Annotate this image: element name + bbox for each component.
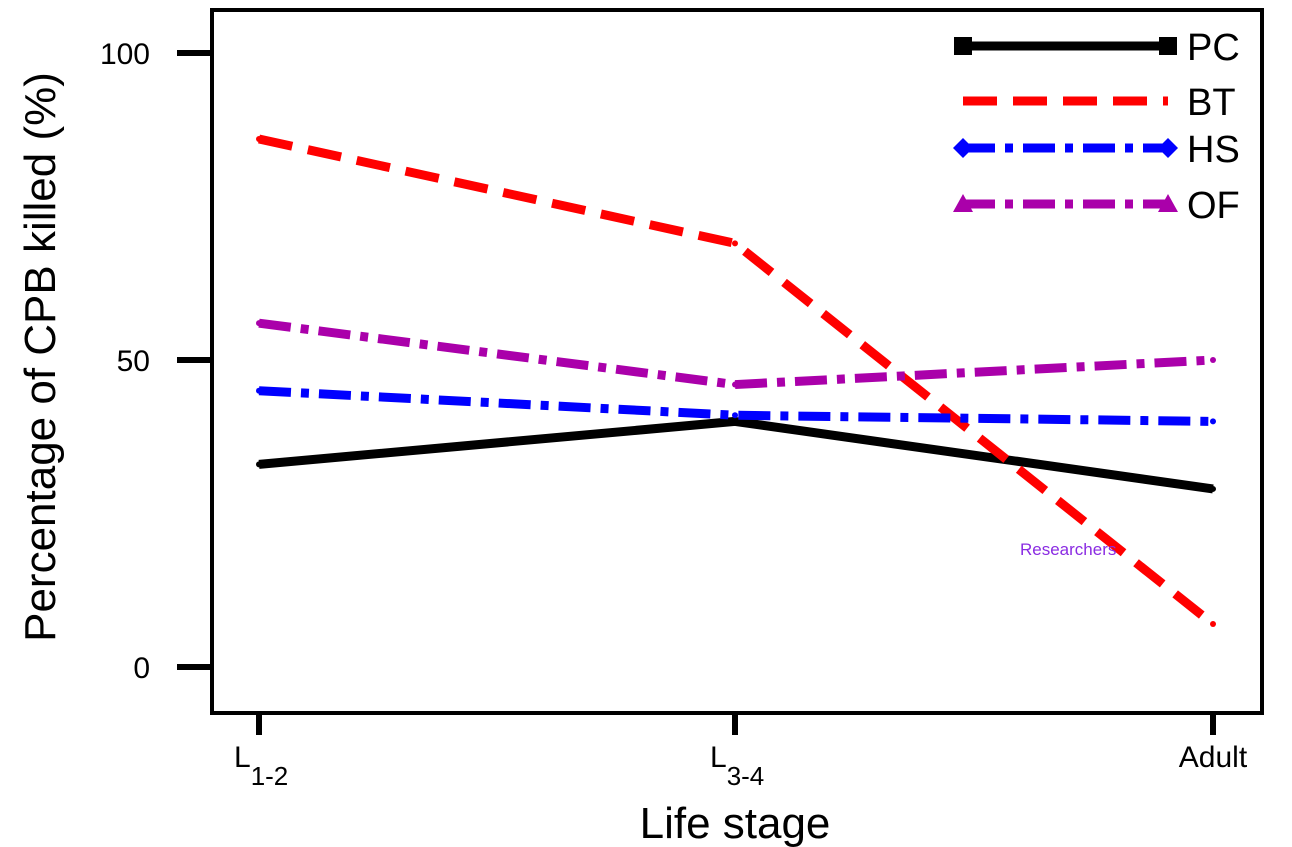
legend-label-of: OF [1187, 185, 1240, 227]
y-tick-label: 50 [117, 345, 150, 378]
legend-marker-pc [1159, 37, 1177, 55]
data-point-hs [732, 412, 738, 419]
y-tick-label: 100 [100, 38, 150, 71]
data-point-pc [1210, 485, 1216, 492]
data-point-of [1210, 357, 1216, 363]
legend-marker-of [953, 194, 973, 212]
series-line-of [258, 318, 1214, 390]
data-point-bt [732, 240, 738, 247]
data-point-pc [732, 418, 738, 425]
legend-label-pc: PC [1187, 27, 1240, 69]
data-point-hs [1210, 418, 1216, 425]
legend: PC BT HS OF [953, 27, 1240, 227]
data-point-bt [256, 135, 262, 142]
series-line-bt [258, 134, 1216, 628]
data-point-hs [256, 387, 262, 394]
plot-frame: 0 50 100 L1-2 L3-4 Adult [100, 8, 1264, 791]
x-axis-title: Life stage [640, 799, 831, 847]
data-point-of [256, 320, 262, 327]
legend-marker-pc [954, 37, 972, 55]
legend-label-bt: BT [1187, 82, 1236, 124]
legend-label-hs: HS [1187, 129, 1240, 171]
series-group [256, 134, 1216, 628]
y-tick-label: 0 [133, 652, 150, 685]
data-point-pc [256, 461, 262, 468]
series-line-hs [258, 386, 1214, 426]
legend-marker-hs [953, 138, 973, 158]
legend-marker-hs [1158, 138, 1178, 158]
series-line-pc [258, 416, 1214, 494]
x-tick-label: Adult [1179, 741, 1248, 774]
x-tick-label: L3-4 [710, 741, 764, 791]
data-point-of [732, 381, 738, 388]
legend-marker-of [1158, 194, 1178, 212]
x-tick-label: L1-2 [234, 741, 288, 791]
chart-text: Life stage Percentage of CPB killed (%) … [16, 72, 1116, 847]
y-axis-title: Percentage of CPB killed (%) [16, 72, 65, 642]
researchers-annotation: Researchers [1020, 540, 1116, 559]
data-point-bt [1210, 621, 1216, 628]
